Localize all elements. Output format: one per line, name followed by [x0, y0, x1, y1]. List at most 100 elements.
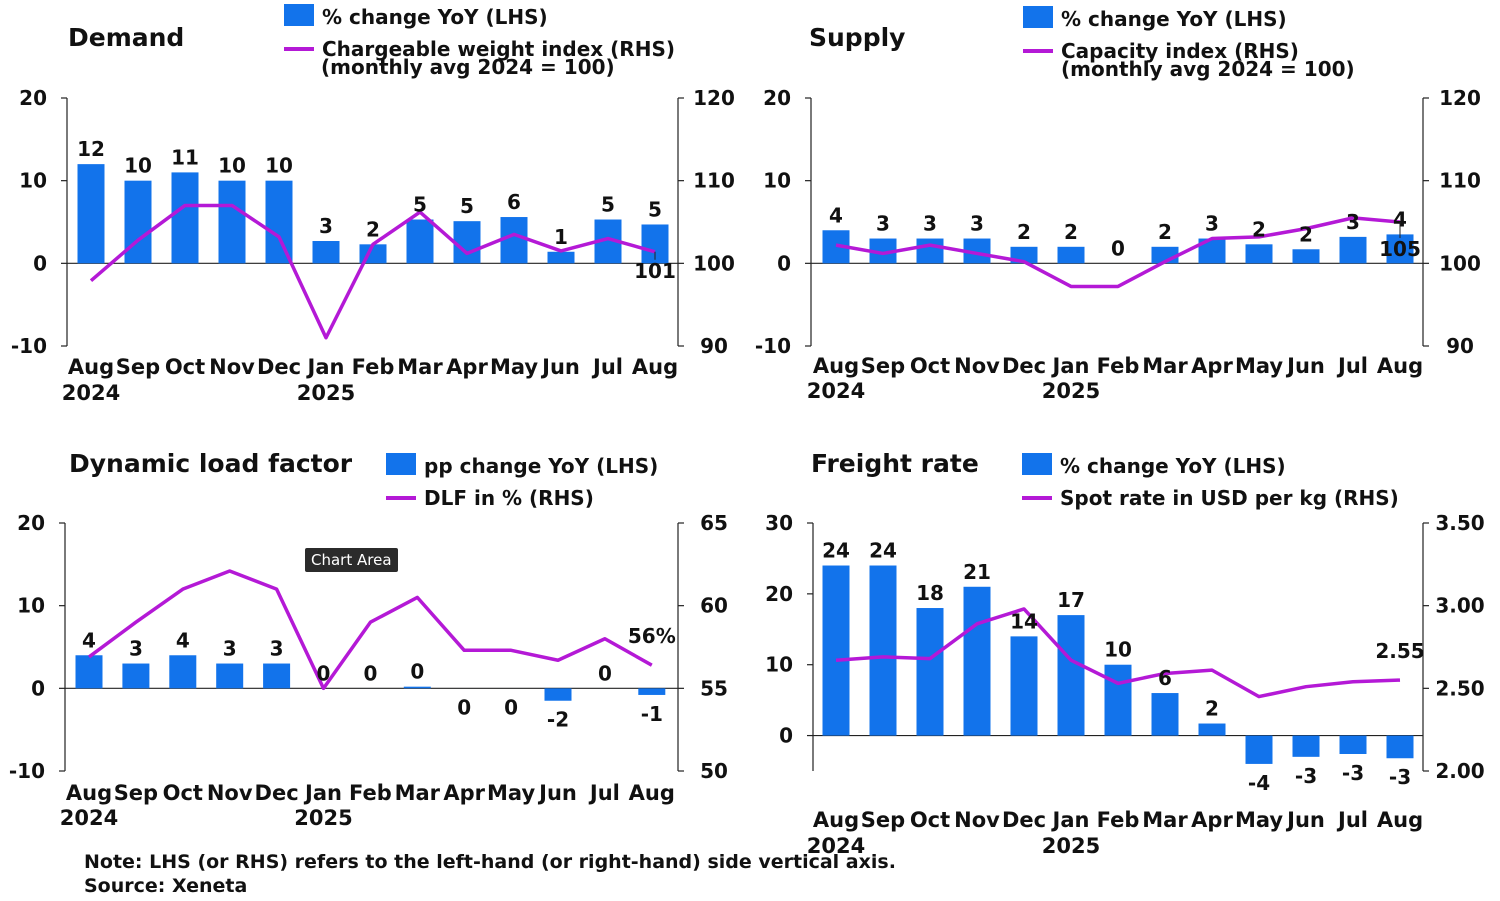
supply-bar	[1339, 236, 1367, 264]
demand-bar-label: 5	[601, 193, 615, 217]
dlf-category-label: Mar	[395, 781, 441, 805]
demand-bar-label: 3	[319, 214, 333, 238]
freight-lhs-tick-label: 0	[779, 724, 793, 748]
freight-bar	[916, 608, 944, 736]
dlf-rhs-tick-label: 60	[700, 594, 728, 618]
freight-bar	[1245, 735, 1273, 764]
freight-bar	[963, 586, 991, 736]
supply-legend-bar-label: % change YoY (LHS)	[1061, 7, 1287, 31]
demand-rhs-tick-label: 110	[693, 169, 735, 193]
source-note: Source: Xeneta	[84, 875, 248, 897]
dlf-bar-label: 4	[176, 628, 190, 652]
dlf-legend-bar-label: pp change YoY (LHS)	[424, 454, 658, 478]
freight-bar	[1104, 664, 1132, 736]
demand-bar	[453, 221, 481, 264]
supply-lhs-tick-label: 0	[777, 251, 791, 275]
dlf-rhs-tick-label: 55	[700, 676, 728, 700]
freight-chart: Freight rate % change YoY (LHS) Spot rate …	[765, 449, 1485, 858]
freight-year-label: 2025	[1042, 834, 1100, 858]
demand-category-label: Feb	[352, 355, 395, 379]
freight-bar-label: 6	[1158, 666, 1172, 690]
dlf-category-label: Aug	[66, 781, 112, 805]
demand-year-label: 2025	[297, 381, 355, 405]
supply-category-label: Mar	[1142, 354, 1188, 378]
supply-legend-line-note: (monthly avg 2024 = 100)	[1061, 57, 1355, 81]
freight-rhs-tick-label: 2.00	[1435, 759, 1484, 783]
demand-rhs-tick-label: 120	[693, 86, 735, 110]
demand-bar	[406, 219, 434, 264]
freight-bar	[1010, 636, 1038, 736]
dlf-legend-line-label: DLF in % (RHS)	[424, 486, 594, 510]
freight-category-label: Jul	[1336, 808, 1368, 832]
supply-legend-line-label: Capacity index (RHS)	[1061, 39, 1299, 63]
demand-bar	[500, 217, 528, 264]
dlf-bar	[216, 663, 244, 689]
supply-bar	[1245, 244, 1273, 264]
demand-bar-label: 2	[366, 217, 380, 241]
demand-bar	[77, 164, 105, 264]
supply-bar	[1057, 246, 1085, 264]
freight-bar	[1198, 723, 1226, 736]
dlf-lhs-tick-label: 20	[17, 511, 45, 535]
demand-bar-label: 11	[171, 145, 199, 169]
dlf-category-label: Apr	[443, 781, 485, 805]
dlf-bar	[122, 663, 150, 689]
supply-category-label: Dec	[1002, 354, 1046, 378]
dlf-bar-label: 3	[270, 637, 284, 661]
freight-category-label: May	[1235, 808, 1283, 832]
freight-category-label: Feb	[1097, 808, 1140, 832]
demand-category-label: May	[490, 355, 538, 379]
dlf-line-series	[87, 569, 653, 691]
freight-bar	[869, 565, 897, 736]
supply-year-label: 2024	[807, 379, 865, 403]
supply-category-label: Nov	[954, 354, 1000, 378]
demand-category-label: Jul	[591, 355, 623, 379]
freight-rhs-tick-label: 3.50	[1435, 511, 1484, 535]
dlf-category-label: Dec	[255, 781, 299, 805]
supply-rhs-tick-label: 120	[1439, 86, 1481, 110]
freight-lhs-tick-label: 10	[765, 653, 793, 677]
supply-category-label: Aug	[813, 354, 859, 378]
demand-bar-label: 10	[124, 154, 152, 178]
dlf-title: Dynamic load factor	[69, 449, 353, 478]
supply-category-label: May	[1235, 354, 1283, 378]
demand-bar	[312, 241, 340, 264]
supply-bar-label: 3	[970, 212, 984, 236]
dlf-category-label: Oct	[163, 781, 203, 805]
supply-category-label: Oct	[910, 354, 950, 378]
supply-bar-label: 3	[876, 212, 890, 236]
freight-line-end-label: 2.55	[1375, 639, 1424, 663]
freight-lhs-tick-label: 20	[765, 582, 793, 606]
dlf-year-label: 2025	[294, 806, 352, 830]
demand-bar-label: 5	[648, 197, 662, 221]
freight-bar-label: -3	[1342, 761, 1364, 785]
demand-line-series	[89, 203, 656, 340]
supply-category-label: Jul	[1336, 354, 1368, 378]
demand-category-label: Aug	[632, 355, 678, 379]
supply-chart: Supply % change YoY (LHS) Capacity index (…	[755, 6, 1481, 403]
dlf-category-label: Nov	[207, 781, 253, 805]
supply-bar-label: 0	[1111, 236, 1125, 260]
dlf-category-label: Sep	[114, 781, 158, 805]
freight-category-label: Jun	[1285, 808, 1325, 832]
freight-category-label: Dec	[1002, 808, 1046, 832]
demand-rhs-tick-label: 100	[693, 251, 735, 275]
supply-rhs-tick-label: 90	[1446, 334, 1474, 358]
supply-bar-label: 4	[1393, 207, 1407, 231]
dlf-category-label: Jul	[588, 781, 620, 805]
freight-category-label: Apr	[1191, 808, 1233, 832]
supply-bar-label: 2	[1158, 220, 1172, 244]
dlf-bar	[638, 688, 666, 695]
freight-legend-bar-label: % change YoY (LHS)	[1060, 454, 1286, 478]
supply-bar-label: 2	[1299, 222, 1313, 246]
demand-bar	[171, 172, 199, 264]
supply-lhs-tick-label: -10	[755, 334, 791, 358]
dlf-category-label: Jun	[537, 781, 577, 805]
dlf-bar-label: 3	[223, 637, 237, 661]
supply-bar-label: 3	[1205, 212, 1219, 236]
demand-rhs-tick-label: 90	[700, 334, 728, 358]
freight-line-series	[835, 607, 1401, 699]
dlf-category-label: May	[487, 781, 535, 805]
demand-bar-label: 10	[265, 154, 293, 178]
demand-year-label: 2024	[62, 381, 120, 405]
